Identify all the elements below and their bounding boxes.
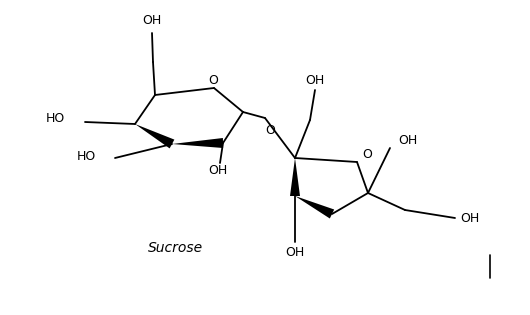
Text: OH: OH [305,73,324,87]
Text: HO: HO [77,150,96,163]
Text: OH: OH [208,163,227,176]
Polygon shape [172,138,223,148]
Text: HO: HO [46,112,65,124]
Text: OH: OH [285,245,305,259]
Text: O: O [265,123,275,136]
Text: O: O [208,73,218,87]
Polygon shape [135,124,174,148]
Polygon shape [295,196,334,219]
Text: OH: OH [143,14,162,26]
Text: Sucrose: Sucrose [147,241,202,255]
Text: OH: OH [460,211,479,225]
Polygon shape [290,158,300,196]
Text: OH: OH [398,134,417,146]
Text: O: O [362,147,372,161]
